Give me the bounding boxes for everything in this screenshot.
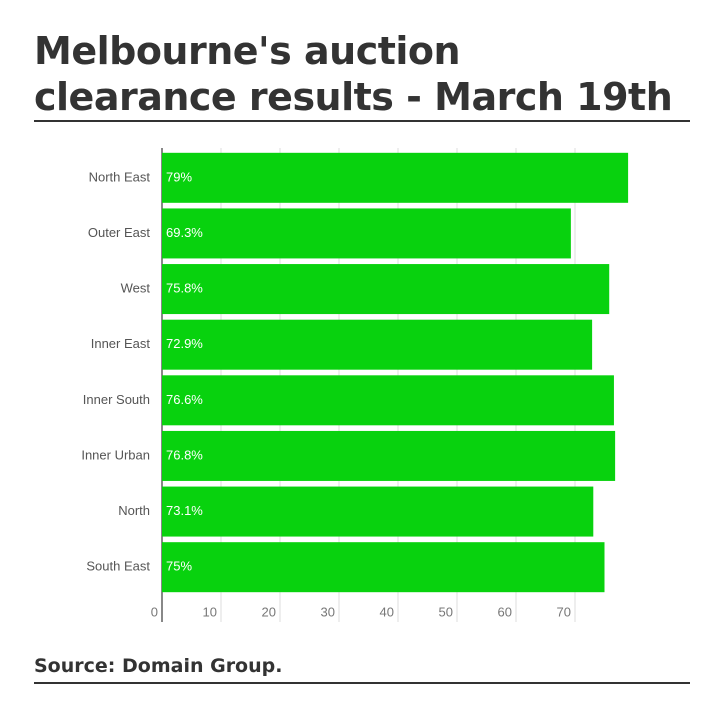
- bar: [162, 264, 610, 315]
- value-label: 76.6%: [166, 392, 203, 407]
- value-label: 75.8%: [166, 281, 203, 296]
- y-tick-label: South East: [86, 559, 150, 574]
- y-tick-label: North: [118, 503, 150, 518]
- source-rule: [34, 682, 690, 684]
- value-label: 75%: [166, 559, 192, 574]
- value-label: 79%: [166, 169, 192, 184]
- value-label: 69.3%: [166, 225, 203, 240]
- bar: [162, 542, 605, 593]
- x-tick-label: 0: [151, 604, 158, 619]
- bar: [162, 152, 629, 203]
- y-tick-label: Inner South: [83, 392, 150, 407]
- value-label: 73.1%: [166, 503, 203, 518]
- y-tick-label: North East: [89, 169, 151, 184]
- x-tick-label: 30: [321, 604, 335, 619]
- x-tick-label: 50: [439, 604, 453, 619]
- x-tick-label: 70: [557, 604, 571, 619]
- bar: [162, 430, 616, 481]
- y-tick-label: West: [121, 281, 151, 296]
- bar: [162, 208, 571, 259]
- y-tick-label: Inner Urban: [81, 447, 150, 462]
- title-rule: [34, 120, 690, 122]
- chart: 0 10 20 30 40 50 60 70 North East 79% Outer East 69…: [81, 148, 629, 622]
- y-tick-label: Inner East: [91, 336, 151, 351]
- chart-title: Melbourne's auction clearance results - …: [34, 29, 673, 119]
- source-note: Source: Domain Group.: [34, 655, 283, 677]
- x-tick-label: 10: [203, 604, 217, 619]
- value-label: 72.9%: [166, 336, 203, 351]
- bar: [162, 319, 593, 370]
- x-tick-label: 20: [262, 604, 276, 619]
- x-tick-label: 60: [498, 604, 512, 619]
- bar: [162, 486, 594, 537]
- value-label: 76.8%: [166, 447, 203, 462]
- bar: [162, 375, 614, 426]
- x-tick-label: 40: [380, 604, 394, 619]
- y-tick-label: Outer East: [88, 225, 151, 240]
